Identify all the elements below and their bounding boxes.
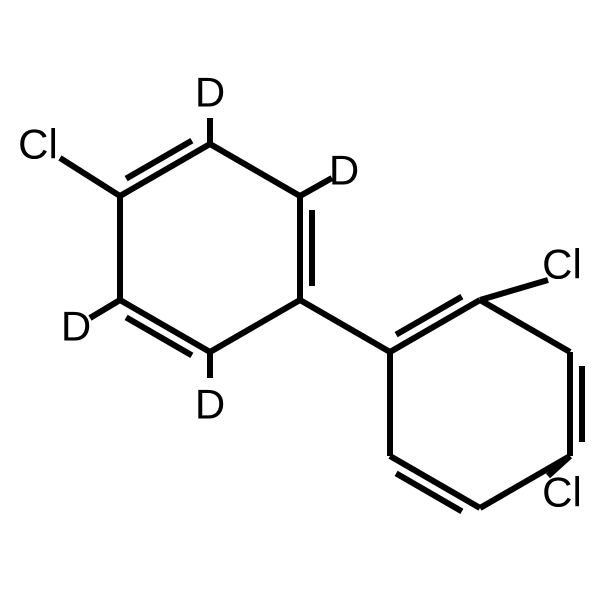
bond — [120, 300, 210, 352]
atom-label-d: D — [61, 303, 91, 350]
bond — [300, 178, 332, 196]
bond — [210, 144, 300, 196]
bond — [60, 158, 120, 196]
atom-label-cl: Cl — [18, 121, 58, 168]
bond — [120, 144, 210, 196]
bond — [300, 300, 390, 352]
bond — [480, 300, 570, 352]
atom-label-cl: Cl — [542, 241, 582, 288]
molecule-diagram: Cl Cl Cl D D D D — [0, 0, 600, 600]
bond — [390, 456, 480, 508]
atom-label-d: D — [195, 381, 225, 428]
bond — [90, 300, 120, 318]
bond — [480, 280, 548, 300]
atom-label-d: D — [195, 69, 225, 116]
bond — [390, 300, 480, 352]
bond — [210, 300, 300, 352]
atom-label-d: D — [329, 147, 359, 194]
atom-label-cl: Cl — [542, 469, 582, 516]
bonds-layer — [60, 118, 582, 511]
